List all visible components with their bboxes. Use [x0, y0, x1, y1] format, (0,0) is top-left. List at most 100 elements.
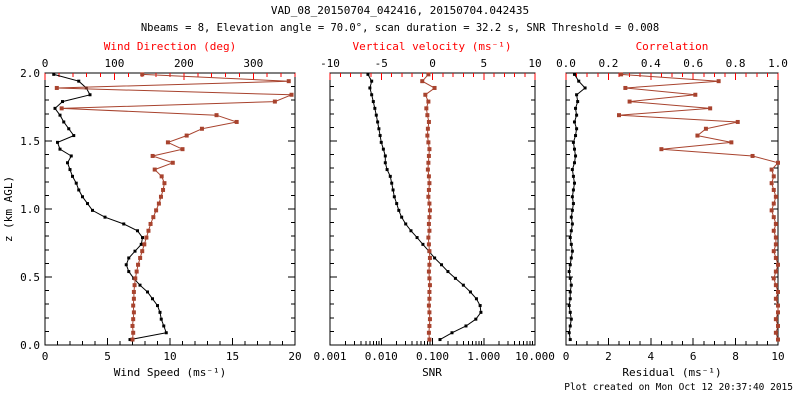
residual-marker	[574, 106, 578, 110]
svg-text:0.4: 0.4	[641, 57, 661, 70]
vertical-velocity-marker	[427, 181, 432, 186]
svg-text:-10: -10	[320, 57, 340, 70]
wind-direction-marker	[131, 303, 136, 308]
residual-marker	[583, 86, 587, 90]
wind-direction-marker	[234, 119, 239, 124]
svg-text:0.010: 0.010	[365, 350, 398, 363]
wind-direction-marker	[289, 92, 294, 97]
residual-marker	[567, 270, 571, 274]
wind-speed-marker	[71, 174, 74, 178]
plot-created-timestamp: Plot created on Mon Oct 12 20:37:40 2015	[564, 382, 793, 393]
correlation-marker	[776, 289, 780, 294]
snr-marker	[461, 283, 465, 287]
snr-marker	[433, 256, 437, 260]
wind-direction-marker	[140, 72, 145, 77]
vertical-velocity-marker	[427, 262, 432, 267]
correlation-marker	[773, 283, 778, 288]
svg-text:10: 10	[163, 350, 176, 363]
wind-direction-marker	[130, 337, 135, 342]
wind-speed-marker	[67, 127, 71, 131]
wind-speed-marker	[68, 168, 72, 172]
correlation-marker	[769, 208, 774, 213]
residual-marker	[570, 208, 574, 212]
page-title: VAD_08_20150704_042416, 20150704.042435	[271, 4, 529, 17]
vertical-velocity-marker	[425, 167, 430, 172]
vertical-velocity-marker	[424, 106, 429, 111]
correlation-marker	[771, 276, 776, 281]
correlation-marker	[776, 310, 780, 315]
wind-direction-marker	[138, 255, 143, 260]
svg-text:0.001: 0.001	[313, 350, 346, 363]
svg-text:1.0: 1.0	[768, 57, 788, 70]
wind-direction-marker	[150, 153, 155, 158]
vertical-velocity-marker	[426, 99, 431, 104]
svg-text:100: 100	[105, 57, 125, 70]
vertical-velocity-marker	[427, 283, 432, 288]
svg-text:0.0: 0.0	[556, 57, 576, 70]
residual-marker	[571, 140, 575, 144]
snr-marker	[366, 72, 370, 76]
snr-marker	[370, 79, 374, 83]
wind-speed-marker	[124, 263, 128, 267]
snr-marker	[370, 93, 374, 97]
wind-direction-axis-title: Wind Direction (deg)	[104, 40, 236, 53]
vertical-velocity-axis-title: Vertical velocity (ms⁻¹)	[353, 40, 512, 53]
vertical-velocity-marker	[426, 303, 431, 308]
vertical-velocity-marker	[427, 289, 432, 294]
correlation-marker	[773, 317, 778, 322]
wind-direction-line	[56, 73, 292, 340]
vertical-velocity-marker	[427, 228, 432, 233]
wind-direction-marker	[214, 113, 219, 118]
correlation-marker	[773, 269, 778, 274]
vertical-velocity-marker	[427, 323, 432, 328]
svg-text:5: 5	[480, 57, 487, 70]
wind-direction-marker	[286, 79, 291, 84]
residual-marker	[571, 188, 575, 192]
vertical-velocity-marker	[426, 174, 431, 179]
correlation-marker	[771, 201, 776, 206]
snr-marker	[438, 338, 442, 342]
snr-marker	[373, 106, 377, 110]
residual-marker	[571, 202, 575, 206]
svg-text:1.000: 1.000	[467, 350, 500, 363]
svg-text:4: 4	[647, 350, 654, 363]
residual-marker	[568, 236, 572, 240]
wind-direction-marker	[159, 174, 164, 179]
wind-speed-marker	[84, 86, 88, 90]
vertical-velocity-marker	[427, 337, 432, 342]
residual-marker	[568, 338, 572, 342]
snr-marker	[453, 276, 457, 280]
vertical-velocity-marker	[426, 160, 431, 165]
wind-direction-marker	[131, 289, 136, 294]
correlation-marker	[776, 303, 780, 308]
residual-marker	[576, 100, 580, 104]
wind-speed-axis-title: Wind Speed (ms⁻¹)	[114, 366, 227, 379]
vertical-velocity-line	[421, 74, 436, 340]
correlation-marker	[773, 296, 778, 301]
correlation-marker	[773, 255, 778, 260]
snr-marker	[478, 304, 482, 308]
wind-direction-marker	[131, 296, 136, 301]
wind-direction-marker	[154, 208, 159, 213]
vertical-velocity-marker	[426, 194, 431, 199]
residual-marker	[572, 72, 576, 76]
snr-marker	[392, 195, 396, 199]
snr-marker	[379, 140, 383, 144]
svg-text:1.0: 1.0	[20, 203, 40, 216]
wind-speed-marker	[52, 72, 56, 76]
residual-marker	[569, 229, 573, 233]
snr-marker	[409, 229, 413, 233]
wind-speed-marker	[53, 106, 57, 110]
snr-marker	[374, 113, 378, 117]
wind-direction-marker	[132, 283, 137, 288]
vertical-velocity-marker	[427, 296, 432, 301]
correlation-marker	[627, 99, 632, 104]
correlation-line	[618, 73, 779, 340]
wind-speed-marker	[158, 310, 162, 314]
wind-speed-marker	[62, 120, 66, 124]
snr-marker	[376, 120, 380, 124]
residual-marker	[568, 263, 572, 267]
snr-marker	[385, 168, 389, 172]
